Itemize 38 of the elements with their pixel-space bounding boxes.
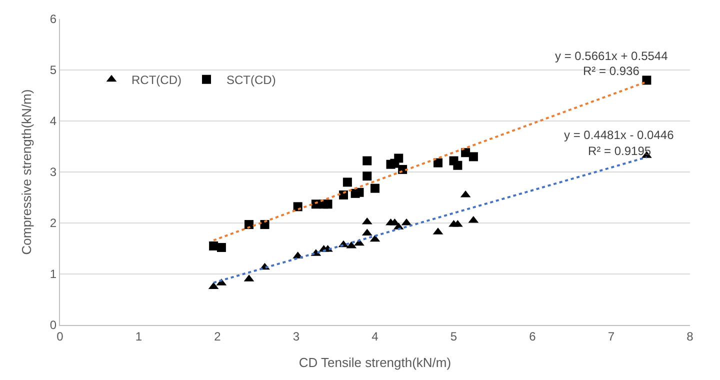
point (362, 172, 372, 181)
point (390, 158, 400, 168)
point (244, 220, 254, 230)
y-tick-label: 4 (50, 114, 57, 128)
x-tick-label: 5 (450, 329, 458, 344)
point (370, 184, 380, 193)
x-axis-title: CD Tensile strength(kN/m) (298, 355, 452, 370)
x-tick-label: 2 (214, 329, 222, 344)
point (362, 156, 372, 166)
x-tick-label: 8 (686, 329, 694, 344)
x-tick-label: 6 (529, 329, 536, 344)
annotation: R² = 0.9195 (588, 144, 652, 158)
y-tick-label: 1 (50, 267, 57, 282)
x-tick-label: 4 (372, 329, 379, 344)
point (642, 76, 652, 85)
x-tick-label: 7 (608, 329, 615, 344)
y-axis-title: Compressive strength(kN/m) (18, 89, 34, 255)
point (468, 152, 478, 162)
point (260, 220, 270, 230)
point (453, 160, 462, 170)
y-tick-label: 6 (50, 12, 57, 26)
y-tick-label: 2 (50, 216, 57, 230)
legend-label: SCT(CD) (226, 73, 276, 88)
point (293, 202, 302, 212)
y-tick-label: 3 (50, 165, 57, 180)
annotation: R² = 0.936 (583, 64, 640, 78)
point (209, 241, 218, 250)
point (216, 242, 226, 252)
point (342, 178, 352, 187)
point (323, 200, 332, 209)
x-tick-label: 3 (292, 329, 300, 344)
x-tick-label: 1 (135, 329, 142, 344)
annotation: y = 0.4481x - 0.0446 (564, 128, 674, 142)
legend-label: RCT(CD) (132, 73, 182, 88)
y-tick-label: 0 (50, 318, 57, 332)
y-tick-label: 5 (50, 63, 57, 78)
point (434, 158, 442, 168)
annotation: y = 0.5661x + 0.5544 (555, 49, 668, 63)
